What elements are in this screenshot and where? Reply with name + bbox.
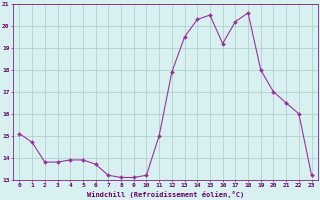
X-axis label: Windchill (Refroidissement éolien,°C): Windchill (Refroidissement éolien,°C)	[87, 191, 244, 198]
